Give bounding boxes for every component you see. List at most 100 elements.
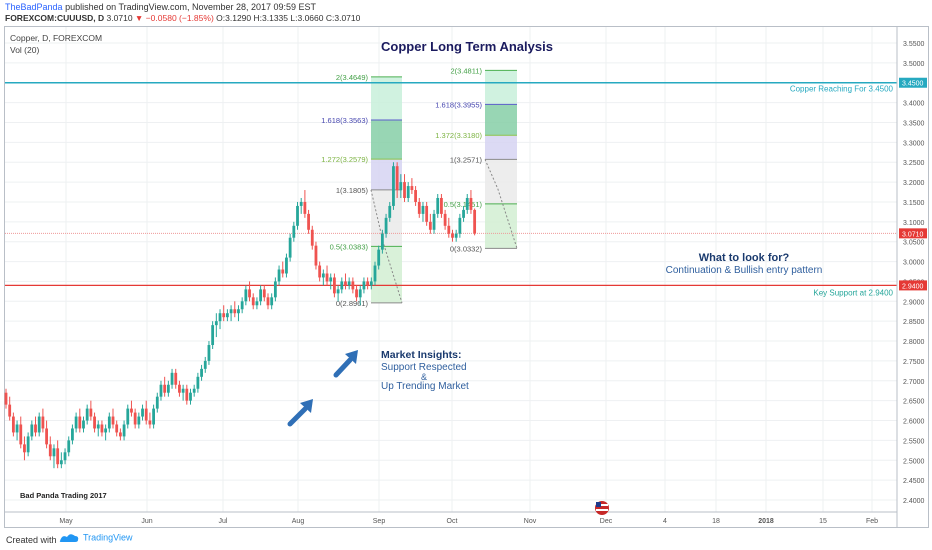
fib-band [485, 203, 517, 249]
candle [336, 285, 340, 302]
candle-body [63, 452, 67, 461]
high-value: H:3.1335 [253, 13, 289, 23]
pane-title: Copper, D, FOREXCOM [10, 33, 102, 43]
candle [296, 201, 299, 230]
price-tag-label: 3.4500 [902, 81, 924, 88]
watermark: Bad Panda Trading 2017 [20, 491, 107, 500]
candle [270, 293, 274, 310]
candle-body [89, 408, 93, 417]
candle [170, 368, 174, 389]
candle [373, 261, 377, 286]
candle-body [19, 424, 23, 445]
candle-body [395, 166, 399, 191]
header-bar: TheBadPanda published on TradingView.com… [0, 0, 932, 25]
fib-level-label: 1(3.1805) [336, 186, 369, 195]
candle-body [78, 416, 82, 429]
candle [74, 412, 78, 433]
time-axis[interactable]: May Jun Jul Aug Sep Oct Nov Dec 4 18 2018 15 Feb [5, 511, 897, 525]
candle-body [410, 186, 414, 191]
candle [34, 416, 37, 437]
symbol-label: FOREXCOM:CUUUSD, D [5, 13, 105, 23]
published-text: published on TradingView.com, November 2… [65, 2, 317, 12]
candle [384, 213, 388, 238]
market-insights-line2: Up Trending Market [381, 381, 469, 392]
candle-body [333, 277, 336, 294]
candle [403, 174, 406, 202]
candle-body [325, 273, 329, 282]
candle-body [285, 257, 288, 274]
price-axis[interactable]: 2.4000 2.4500 2.5000 2.5500 2.6000 2.6500 2.70… [896, 27, 927, 528]
fib-level-label: 0(3.0332) [450, 244, 483, 253]
y-tick-label: 2.6000 [903, 419, 925, 426]
candle-body [30, 424, 34, 437]
candle [63, 448, 67, 465]
candle [240, 297, 244, 314]
candle [425, 201, 429, 226]
y-tick-label: 3.1500 [903, 200, 925, 207]
candle [436, 194, 440, 218]
candle [159, 380, 163, 401]
candle [222, 305, 226, 322]
y-tick-label: 3.1000 [903, 220, 925, 227]
candle [307, 209, 310, 234]
fib-level-label: 1.618(3.3563) [321, 116, 368, 125]
candle-body [362, 281, 366, 290]
candle-body [403, 182, 406, 198]
candle [144, 400, 148, 425]
candle-body [288, 237, 292, 258]
candle-body [259, 289, 263, 302]
x-tick-label: Feb [866, 518, 878, 525]
candle [454, 229, 458, 242]
candle-body [185, 388, 189, 401]
price-chart[interactable]: 2(3.4649) 1.618(3.3563) 1.272(3.2579) 1(3.1… [0, 0, 932, 529]
author-link[interactable]: TheBadPanda [5, 2, 63, 12]
candle [355, 285, 358, 302]
candle [259, 285, 263, 306]
down-triangle-icon: ▼ [134, 13, 144, 23]
candle [351, 277, 355, 294]
x-tick-label: Nov [524, 518, 537, 525]
flag-icon [595, 501, 609, 515]
candle [395, 162, 399, 198]
candle-body [104, 428, 108, 433]
x-tick-label: 18 [712, 518, 720, 525]
what-to-look-title: What to look for? [699, 252, 790, 264]
open-value: O:3.1290 [216, 13, 252, 23]
candle [329, 273, 333, 290]
candle-body [178, 384, 181, 393]
candle [440, 194, 443, 218]
candle [26, 432, 30, 457]
footer: Created with TradingView [0, 529, 932, 550]
candle-body [292, 225, 296, 238]
candle-body [432, 213, 436, 230]
created-with-text: Created with [6, 535, 57, 545]
tradingview-link[interactable]: TradingView [58, 532, 133, 544]
candle [417, 197, 421, 218]
candle-body [277, 269, 281, 282]
candle-body [181, 388, 185, 393]
candle-body [41, 416, 45, 429]
candle [185, 384, 189, 405]
candle-body [351, 281, 355, 290]
candle-body [307, 213, 310, 230]
y-tick-label: 2.5500 [903, 438, 925, 445]
candle-body [159, 384, 163, 397]
candle-body [369, 281, 373, 286]
candle [277, 265, 281, 286]
low-value: L:3.0660 [290, 13, 324, 23]
y-tick-label: 3.5000 [903, 61, 925, 68]
price-tag [899, 228, 927, 239]
what-to-look-body: Continuation & Bullish entry pattern [666, 265, 823, 276]
volume-indicator-label[interactable]: Vol (20) [10, 45, 39, 55]
candle-body [454, 233, 458, 238]
candle-body [155, 396, 159, 409]
chart-title: Copper Long Term Analysis [381, 39, 553, 54]
candle [299, 197, 303, 214]
candle [178, 380, 181, 397]
chart-frame [4, 26, 929, 528]
candle [130, 400, 133, 417]
price-tag-label: 3.0710 [902, 231, 924, 238]
candle-body [133, 412, 137, 425]
candle [78, 408, 82, 433]
candle-body [203, 360, 207, 369]
